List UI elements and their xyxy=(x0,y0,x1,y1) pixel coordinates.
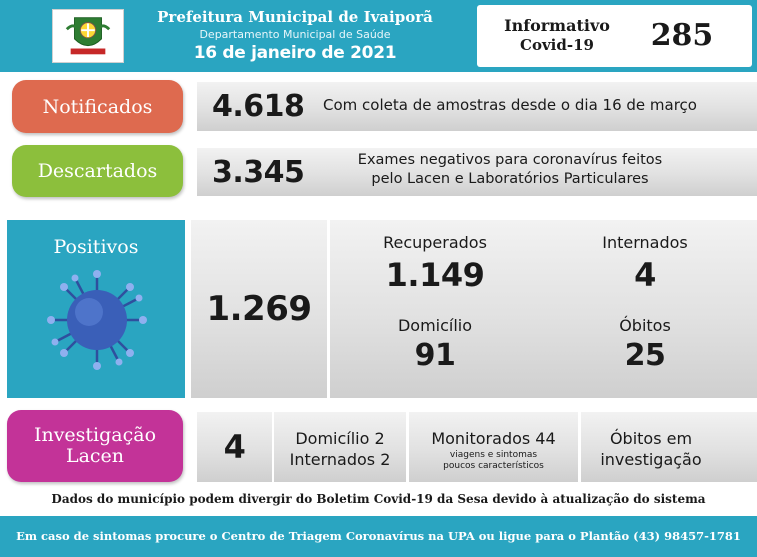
investigacao-domicilio: Domicílio 2 xyxy=(295,429,385,448)
obitos-investigacao-line2: investigação xyxy=(600,450,702,469)
descartados-description-line2: pelo Lacen e Laboratórios Particulares xyxy=(371,171,649,187)
descartados-label: Descartados xyxy=(12,145,183,197)
domicilio-label: Domicílio xyxy=(397,316,473,335)
city-coat-of-arms-logo xyxy=(52,9,124,63)
monitorados-value: Monitorados 44 xyxy=(431,429,556,448)
investigacao-value: 4 xyxy=(223,428,246,466)
descartados-value: 3.345 xyxy=(212,155,305,190)
descartados-description-line1: Exames negativos para coronavírus feitos xyxy=(357,152,663,168)
recuperados-label: Recuperados xyxy=(383,233,487,252)
bulletin-label-1: Informativo xyxy=(504,16,610,35)
bulletin-number: 285 xyxy=(650,18,714,53)
internados-value: 4 xyxy=(634,256,656,294)
monitorados-note-2: poucos característicos xyxy=(443,461,544,471)
notificados-value: 4.618 xyxy=(212,89,305,124)
bulletin-info-box xyxy=(477,5,752,67)
recuperados-value: 1.149 xyxy=(385,256,485,294)
obitos-value: 25 xyxy=(624,338,666,373)
domicilio-value: 91 xyxy=(414,338,456,373)
notificados-label: Notificados xyxy=(12,80,183,133)
monitorados-cell xyxy=(409,412,578,482)
investigacao-label: Investigação Lacen xyxy=(7,410,183,482)
positivos-label: Positivos xyxy=(53,236,139,258)
investigacao-label-line1: Investigação xyxy=(33,424,157,446)
header-title: Prefeitura Municipal de Ivaiporã xyxy=(157,8,433,26)
obitos-investigacao-cell xyxy=(581,412,757,482)
investigacao-split-cell xyxy=(274,412,406,482)
bulletin-date: 16 de janeiro de 2021 xyxy=(193,43,397,63)
descartados-bar xyxy=(197,148,757,196)
obitos-label: Óbitos xyxy=(619,316,671,335)
footer-banner xyxy=(0,516,757,557)
disclaimer-text: Dados do município podem divergir do Bol… xyxy=(51,492,706,506)
notificados-bar xyxy=(197,82,757,131)
bulletin-label-2: Covid-19 xyxy=(520,36,594,54)
notificados-description: Com coleta de amostras desde o dia 16 de… xyxy=(323,96,697,114)
investigacao-internados: Internados 2 xyxy=(289,450,391,469)
positivos-detail-panel xyxy=(330,220,757,398)
obitos-investigacao-line1: Óbitos em xyxy=(609,429,693,448)
investigacao-label-line2: Lacen xyxy=(65,445,125,467)
footer-contact-text: Em caso de sintomas procure o Centro de … xyxy=(16,529,741,543)
coat-of-arms-icon xyxy=(65,17,111,55)
coronavirus-icon xyxy=(47,270,147,370)
positivos-total-panel xyxy=(191,220,327,398)
header-subtitle: Departamento Municipal de Saúde xyxy=(199,28,391,41)
internados-label: Internados xyxy=(602,233,688,252)
investigacao-total-cell xyxy=(197,412,272,482)
monitorados-note-1: viagens e sintomas xyxy=(449,450,538,460)
descartados-description: Exames negativos para coronavírus feitos… xyxy=(330,151,690,189)
positivos-value: 1.269 xyxy=(206,289,312,329)
